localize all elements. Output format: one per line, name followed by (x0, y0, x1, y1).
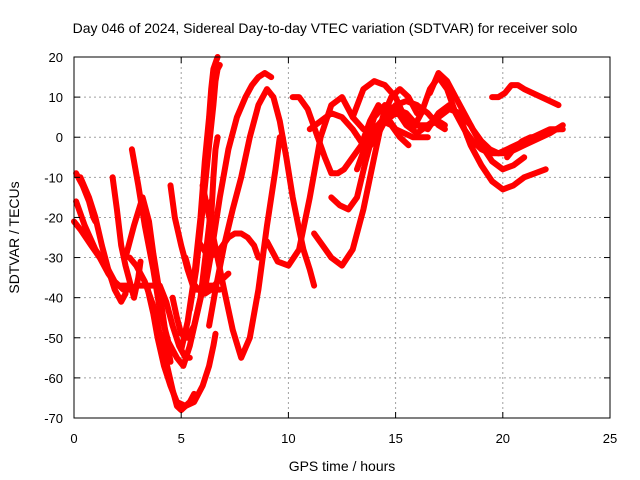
y-tick-label: -70 (44, 411, 63, 426)
y-tick-label: -40 (44, 291, 63, 306)
y-tick-label: 10 (49, 90, 63, 105)
x-tick-label: 0 (70, 431, 77, 446)
y-tick-label: 20 (49, 50, 63, 65)
y-tick-label: -30 (44, 251, 63, 266)
series-line-s10 (133, 282, 193, 361)
y-tick-label: -10 (44, 170, 63, 185)
x-tick-label: 20 (496, 431, 510, 446)
chart-title: Day 046 of 2024, Sidereal Day-to-day VTE… (73, 20, 578, 36)
series-line-s20 (264, 94, 448, 269)
series-line-s31 (504, 126, 566, 161)
series-line-s14 (186, 62, 223, 313)
axis-ticks: 0 5 10 15 20 25 -70 -60 -50 -40 -30 -20 -10 0 10 20 (44, 50, 617, 446)
x-tick-label: 25 (603, 431, 617, 446)
x-tick-label: 15 (388, 431, 402, 446)
series-line-s4 (77, 174, 129, 305)
y-axis-label: SDTVAR / TECUs (6, 181, 22, 293)
series-line-s19 (199, 134, 283, 361)
x-tick-label: 5 (178, 431, 185, 446)
series-line-s7 (122, 194, 174, 365)
y-tick-label: -20 (44, 210, 63, 225)
plot-frame (73, 56, 611, 419)
series-line-s18 (195, 230, 262, 261)
series-group (71, 54, 566, 413)
y-tick-label: -60 (44, 371, 63, 386)
series-line-s21 (289, 94, 431, 177)
series-line-s5 (109, 174, 144, 301)
series-line-s11 (169, 198, 215, 341)
series-line-s30 (489, 82, 562, 109)
series-line-s29 (426, 70, 566, 157)
y-tick-label: 0 (56, 130, 63, 145)
x-axis-label: GPS time / hours (289, 458, 396, 474)
series-line-s27 (349, 78, 416, 133)
series-line-s9 (143, 282, 219, 409)
series-line-s17 (201, 70, 275, 293)
series-line-s22 (311, 86, 420, 269)
y-tick-label: -50 (44, 331, 63, 346)
grid-lines (74, 57, 610, 418)
x-tick-label: 10 (281, 431, 295, 446)
